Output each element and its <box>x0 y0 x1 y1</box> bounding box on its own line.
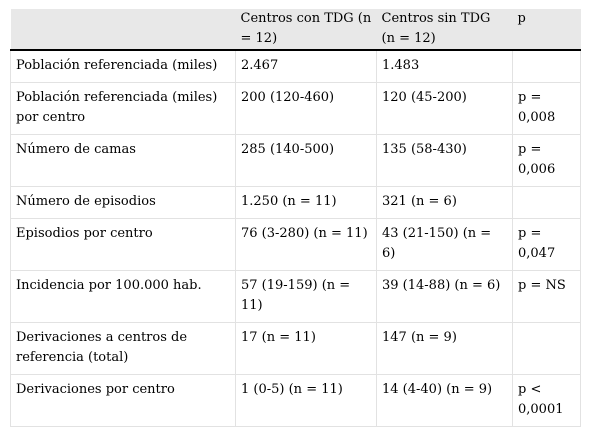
sin-tdg-cell: 321 (n = 6) <box>376 186 513 219</box>
sin-tdg-cell: 147 (n = 9) <box>376 322 513 375</box>
row-label-cell: Episodios por centro <box>10 218 236 271</box>
row-label-cell: Población referenciada (miles) <box>10 50 236 83</box>
row-label-cell: Incidencia por 100.000 hab. <box>10 270 236 323</box>
con-tdg-cell: 2.467 <box>235 50 377 83</box>
sin-tdg-cell: 14 (4-40) (n = 9) <box>376 374 513 427</box>
data-table: Centros con TDG (n = 12) Centros sin TDG… <box>10 9 581 427</box>
p-value-cell <box>512 322 581 375</box>
header-cell-sin-tdg: Centros sin TDG (n = 12) <box>376 9 513 51</box>
p-value-cell: p = 0,006 <box>512 134 581 187</box>
table-header: Centros con TDG (n = 12) Centros sin TDG… <box>10 9 581 51</box>
con-tdg-cell: 1.250 (n = 11) <box>235 186 377 219</box>
table-body: Población referenciada (miles) 2.467 1.483… <box>10 50 581 427</box>
sin-tdg-cell: 135 (58-430) <box>376 134 513 187</box>
p-value-cell <box>512 50 581 83</box>
con-tdg-cell: 57 (19-159) (n = 11) <box>235 270 377 323</box>
row-label-cell: Número de episodios <box>10 186 236 219</box>
p-value-cell <box>512 186 581 219</box>
row-label-cell: Población referenciada (miles) por centr… <box>10 82 236 135</box>
table-row: Población referenciada (miles) por centr… <box>10 82 581 135</box>
table-row: Episodios por centro 76 (3-280) (n = 11) 4… <box>10 218 581 271</box>
row-label-cell: Derivaciones por centro <box>10 374 236 427</box>
con-tdg-cell: 17 (n = 11) <box>235 322 377 375</box>
p-value-cell: p = 0,008 <box>512 82 581 135</box>
table-row: Derivaciones a centros de referencia (to… <box>10 322 581 375</box>
table-row: Número de camas 285 (140-500) 135 (58-430)… <box>10 134 581 187</box>
sin-tdg-cell: 43 (21-150) (n = 6) <box>376 218 513 271</box>
table-row: Incidencia por 100.000 hab. 57 (19-159) (… <box>10 270 581 323</box>
con-tdg-cell: 200 (120-460) <box>235 82 377 135</box>
row-label-cell: Número de camas <box>10 134 236 187</box>
p-value-cell: p = NS <box>512 270 581 323</box>
con-tdg-cell: 76 (3-280) (n = 11) <box>235 218 377 271</box>
header-cell-con-tdg: Centros con TDG (n = 12) <box>235 9 377 51</box>
header-row: Centros con TDG (n = 12) Centros sin TDG… <box>10 9 581 51</box>
p-value-cell: p = 0,047 <box>512 218 581 271</box>
con-tdg-cell: 285 (140-500) <box>235 134 377 187</box>
row-label-cell: Derivaciones a centros de referencia (to… <box>10 322 236 375</box>
table-row: Derivaciones por centro 1 (0-5) (n = 11) 1… <box>10 374 581 427</box>
table-row: Número de episodios 1.250 (n = 11) 321 (n … <box>10 186 581 219</box>
p-value-cell: p < 0,0001 <box>512 374 581 427</box>
sin-tdg-cell: 1.483 <box>376 50 513 83</box>
header-cell-empty <box>10 9 236 51</box>
header-cell-p: p <box>512 9 581 51</box>
table-row: Población referenciada (miles) 2.467 1.483 <box>10 50 581 83</box>
con-tdg-cell: 1 (0-5) (n = 11) <box>235 374 377 427</box>
sin-tdg-cell: 120 (45-200) <box>376 82 513 135</box>
sin-tdg-cell: 39 (14-88) (n = 6) <box>376 270 513 323</box>
